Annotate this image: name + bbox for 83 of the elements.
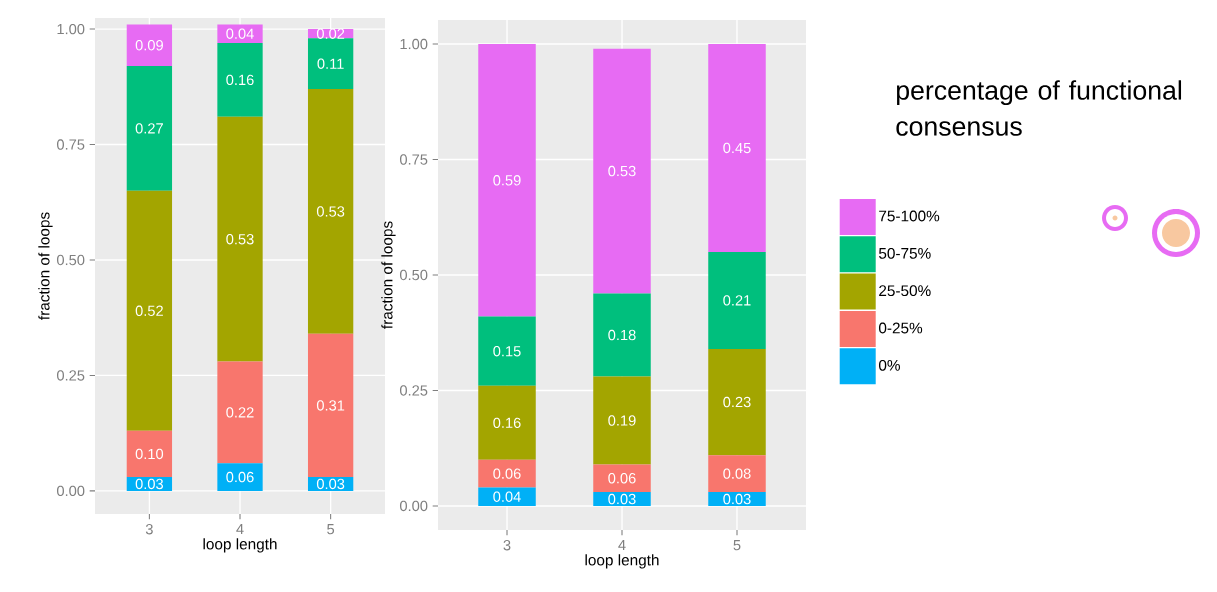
data-label: 0.59 (493, 175, 521, 186)
legend-label: 75-100% (879, 210, 940, 222)
data-label: 0.27 (135, 123, 163, 134)
x-tick-label: 3 (503, 540, 511, 551)
data-label: 0.53 (316, 206, 345, 217)
data-label: 0.53 (608, 165, 636, 177)
data-label: 0.53 (226, 234, 254, 245)
data-label: 0.09 (135, 40, 163, 51)
x-axis-title: loop length (585, 554, 659, 569)
data-label: 0.45 (723, 142, 751, 154)
y-tick-label: 0.00 (399, 500, 428, 512)
bar (708, 492, 766, 506)
bar (478, 316, 536, 386)
bar (126, 430, 173, 478)
data-label: 0.16 (226, 74, 254, 86)
bar (708, 348, 766, 456)
bar (708, 455, 766, 493)
y-tick-label: 0.75 (56, 139, 85, 150)
bar (126, 66, 173, 191)
legend-label: 0-25% (878, 322, 923, 334)
data-label: 0.31 (316, 400, 345, 411)
x-tick-label: 5 (733, 540, 741, 551)
data-label: 0.11 (317, 58, 344, 69)
data-label: 0.02 (316, 28, 345, 39)
bar (593, 492, 651, 506)
y-tick-label: 0.00 (56, 485, 85, 497)
data-label: 0.06 (608, 473, 636, 484)
bar (126, 190, 173, 431)
bar (593, 464, 651, 493)
y-axis-title: fraction of loops (38, 212, 53, 320)
data-label: 0.16 (493, 417, 521, 429)
y-tick-label: 0.25 (56, 370, 85, 381)
legend-label: 50-75% (878, 247, 931, 259)
x-tick-label: 4 (236, 524, 244, 535)
bar (593, 376, 651, 465)
bar (307, 38, 354, 90)
legend-title: percentage of functional consensus (896, 80, 1182, 136)
data-label: 0.15 (493, 346, 521, 357)
data-label: 0.22 (226, 407, 254, 418)
bar (307, 333, 354, 478)
data-label: 0.23 (723, 396, 751, 408)
data-label: 0.03 (608, 493, 636, 505)
legend-label: 25-50% (879, 285, 931, 297)
bar (217, 463, 263, 491)
x-axis-title: loop length (203, 538, 277, 553)
bar (217, 116, 263, 362)
data-label: 0.06 (226, 471, 254, 483)
bar (126, 24, 173, 67)
data-label: 0.04 (493, 491, 521, 502)
data-label: 0.04 (226, 28, 254, 39)
bar (593, 48, 651, 294)
bar (217, 24, 263, 43)
data-label: 0.10 (135, 448, 164, 460)
y-tick-label: 0.50 (399, 269, 428, 281)
x-tick-label: 3 (145, 524, 153, 535)
y-tick-label: 0.25 (399, 385, 428, 396)
legend-label: 0% (878, 359, 900, 371)
data-label: 0.52 (135, 305, 163, 316)
y-axis-title: fraction of loops (381, 221, 396, 329)
data-label: 0.03 (723, 493, 751, 505)
x-tick-label: 5 (327, 524, 335, 535)
data-label: 0.03 (135, 478, 164, 490)
bar (478, 459, 536, 488)
data-label: 0.19 (608, 415, 636, 426)
y-tick-label: 0.50 (56, 254, 85, 266)
x-tick-label: 4 (618, 540, 626, 551)
bar (478, 487, 536, 506)
bar (708, 251, 766, 349)
y-tick-label: 1.00 (57, 23, 85, 35)
data-label: 0.21 (723, 295, 751, 306)
bar (217, 42, 263, 117)
data-label: 0.18 (608, 329, 636, 341)
data-label: 0.03 (316, 478, 345, 490)
bar (217, 361, 263, 464)
bar (478, 385, 536, 460)
data-label: 0.08 (723, 468, 751, 479)
y-tick-label: 1.00 (400, 38, 428, 50)
data-label: 0.06 (493, 468, 521, 479)
bar (478, 44, 536, 317)
bar (708, 44, 766, 252)
bar (593, 293, 651, 377)
bar (307, 89, 354, 334)
y-tick-label: 0.75 (399, 154, 428, 165)
